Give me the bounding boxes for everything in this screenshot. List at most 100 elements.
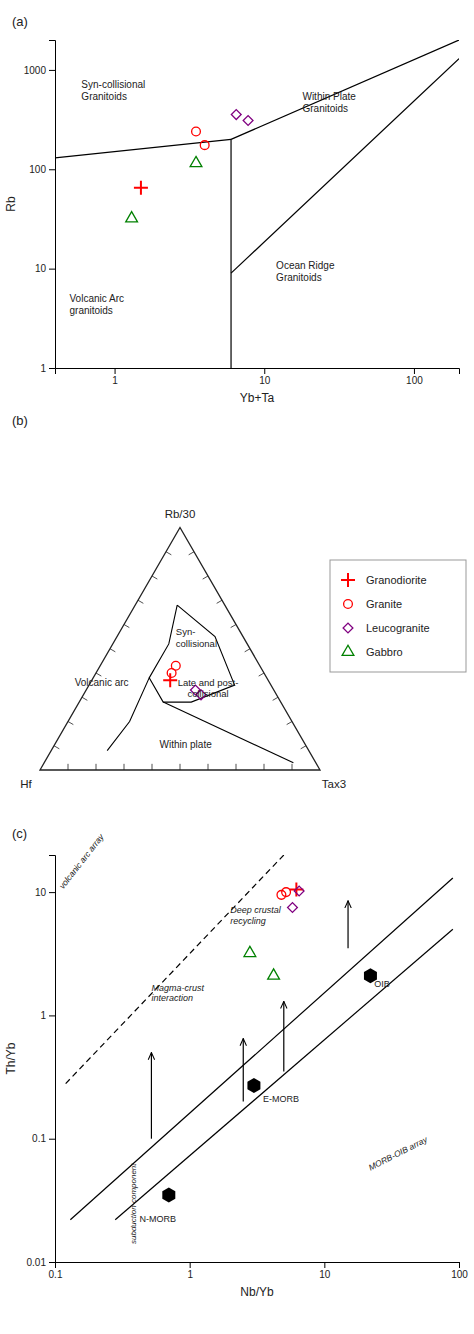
tick-mark xyxy=(273,697,278,700)
annotation-line: collisional xyxy=(187,688,228,699)
x-axis: 0.1 1 10 100 xyxy=(49,1262,469,1280)
annotation-line: Magma-crust xyxy=(151,983,204,993)
x-axis: 110100 xyxy=(56,368,460,386)
point xyxy=(282,888,291,897)
tick-mark xyxy=(96,673,101,676)
point xyxy=(192,127,201,136)
apex-label: Hf xyxy=(20,778,32,790)
legend-label: Granite xyxy=(366,598,402,610)
tick-label: 1 xyxy=(40,1010,46,1021)
annotation: Volcanic Arcgranitoids xyxy=(70,293,124,316)
annotations: Volcanic arcSyn-collisionalLate and post… xyxy=(75,626,239,749)
tick-mark xyxy=(203,576,208,579)
point xyxy=(190,156,202,166)
x-axis-title: Yb+Ta xyxy=(240,391,275,405)
point xyxy=(243,116,253,126)
annotation: Volcanic arc xyxy=(75,677,129,688)
annotation-line: interaction xyxy=(151,993,193,1003)
tick-mark xyxy=(264,368,265,374)
apex-label: Tax3 xyxy=(322,778,346,790)
tick-mark xyxy=(245,649,250,652)
tick-mark xyxy=(301,746,306,749)
annotation-line: Granitoids xyxy=(81,91,127,102)
legend-symbol xyxy=(344,600,353,609)
point xyxy=(231,110,241,120)
tick: 100 xyxy=(451,1262,468,1280)
annotation: Within plate xyxy=(159,739,212,750)
tick-mark xyxy=(259,673,264,676)
annotation-line: Ocean Ridge xyxy=(276,260,335,271)
tick-mark xyxy=(189,552,194,555)
tick-mark xyxy=(414,368,415,374)
tick-mark xyxy=(152,764,153,770)
annotation-line: Volcanic Arc xyxy=(70,293,124,304)
tick: 1 xyxy=(187,1262,193,1280)
tick-label: 10 xyxy=(319,1269,331,1280)
ternary-ticks xyxy=(54,552,306,770)
tick: 1 xyxy=(40,363,55,374)
point xyxy=(288,903,298,913)
annotation: Syn-collisionalGranitoids xyxy=(81,79,145,102)
tick-mark xyxy=(264,764,265,770)
boundary-line xyxy=(70,878,452,1220)
tick: 1000 xyxy=(24,65,55,76)
annotation: Deep crustalrecycling xyxy=(230,905,282,926)
tick-mark xyxy=(124,764,125,770)
tick-mark xyxy=(49,1015,55,1016)
tick-mark xyxy=(190,1262,191,1268)
tick: 100 xyxy=(29,164,55,175)
y-axis-title: Rb xyxy=(4,196,18,212)
tick-mark xyxy=(54,746,59,749)
tick-mark xyxy=(49,368,55,369)
tick-mark xyxy=(459,1262,460,1268)
tick-mark xyxy=(124,625,129,628)
arrow xyxy=(243,1038,244,1101)
x-axis-title: Nb/Yb xyxy=(240,1285,274,1299)
tick-mark xyxy=(236,764,237,770)
tick-mark xyxy=(96,764,97,770)
panel: 1101001101001000Yb+TaRb(a)Syn-collisiona… xyxy=(4,14,460,405)
annotation-line: recycling xyxy=(230,916,266,926)
annotation: MORB-OIB array xyxy=(367,1134,430,1173)
point xyxy=(134,181,148,195)
legend-symbol xyxy=(342,645,354,655)
tick: 10 xyxy=(35,887,55,898)
tick-label: 10 xyxy=(35,263,47,274)
point xyxy=(289,883,303,897)
tick: 0.1 xyxy=(49,1262,63,1280)
point xyxy=(162,1187,175,1202)
annotation-line: collisional xyxy=(176,638,217,649)
annotation: E-MORB xyxy=(263,1094,299,1104)
axis-line xyxy=(56,369,460,375)
legend-label: Leucogranite xyxy=(366,622,430,634)
annotations: N-MORBE-MORBOIBvolcanic arc arrayDeep cr… xyxy=(57,832,430,1244)
tick: 1 xyxy=(112,368,118,386)
annotation-line: Granitoids xyxy=(276,272,322,283)
tick: 0.1 xyxy=(32,1133,55,1144)
tick-mark xyxy=(217,600,222,603)
annotations: Syn-collisionalGranitoidsWithin PlateGra… xyxy=(70,79,357,317)
annotation: N-MORB xyxy=(140,1214,177,1224)
tick-mark xyxy=(231,625,236,628)
tick-mark xyxy=(49,70,55,71)
apex-label: Rb/30 xyxy=(165,508,196,520)
panel: 0.11101000.010.1110Nb/YbTh/Yb(c)N-MORBE-… xyxy=(4,826,468,1299)
y-axis-title: Th/Yb xyxy=(4,1042,18,1074)
annotation-line: Late and post- xyxy=(178,677,239,688)
legend-symbol xyxy=(341,573,355,587)
tick-label: 10 xyxy=(259,375,271,386)
annotation: Within PlateGranitoids xyxy=(302,91,356,114)
tick: 10 xyxy=(259,368,271,386)
annotation-line: N-MORB xyxy=(140,1214,177,1224)
annotation: Magma-crustinteraction xyxy=(151,983,204,1004)
tick-mark xyxy=(180,764,181,770)
tick-label: 1000 xyxy=(24,65,47,76)
point xyxy=(294,886,304,896)
legend-label: Granodiorite xyxy=(366,574,427,586)
tick-mark xyxy=(49,892,55,893)
annotation: Ocean RidgeGranitoids xyxy=(276,260,335,283)
boundary-line xyxy=(231,40,459,139)
annotation: Late and post-collisional xyxy=(178,677,239,699)
annotation-line: Syn-collisional xyxy=(81,79,145,90)
tick-mark xyxy=(82,697,87,700)
